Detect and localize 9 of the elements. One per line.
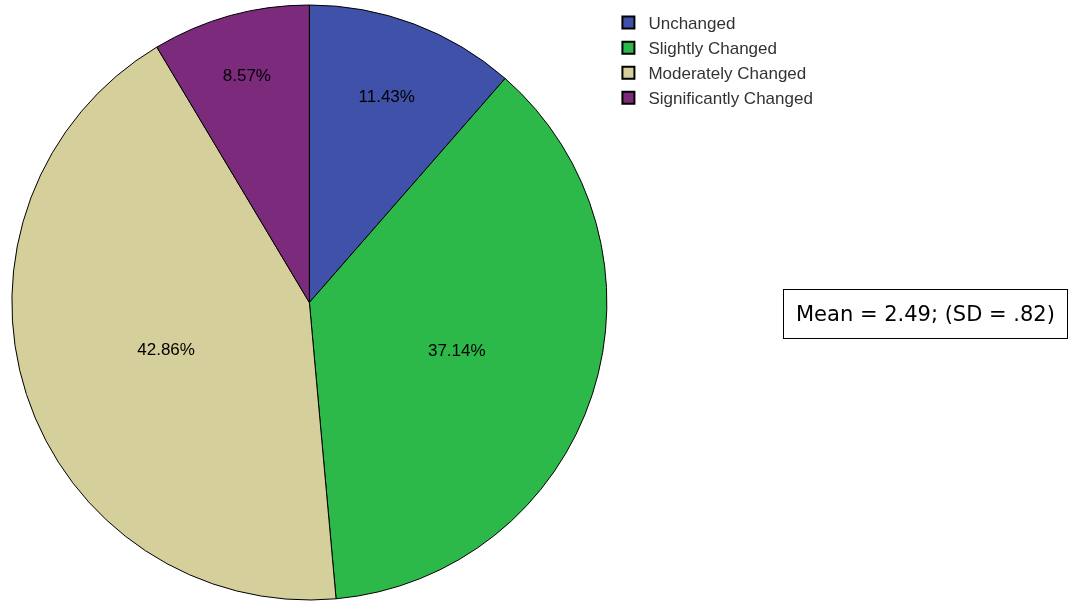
data-label: 11.43% — [358, 86, 415, 106]
legend-label: Significantly Changed — [648, 89, 813, 109]
legend-label: Unchanged — [648, 14, 736, 34]
data-label: 42.86% — [137, 339, 195, 359]
data-label: 37.14% — [427, 340, 486, 360]
legend-label: Moderately Changed — [648, 64, 807, 84]
data-label: 8.57% — [222, 66, 271, 86]
text: Mean = 2.49; (SD = .82) — [796, 302, 1055, 326]
legend-label: Slightly Changed — [648, 39, 777, 59]
